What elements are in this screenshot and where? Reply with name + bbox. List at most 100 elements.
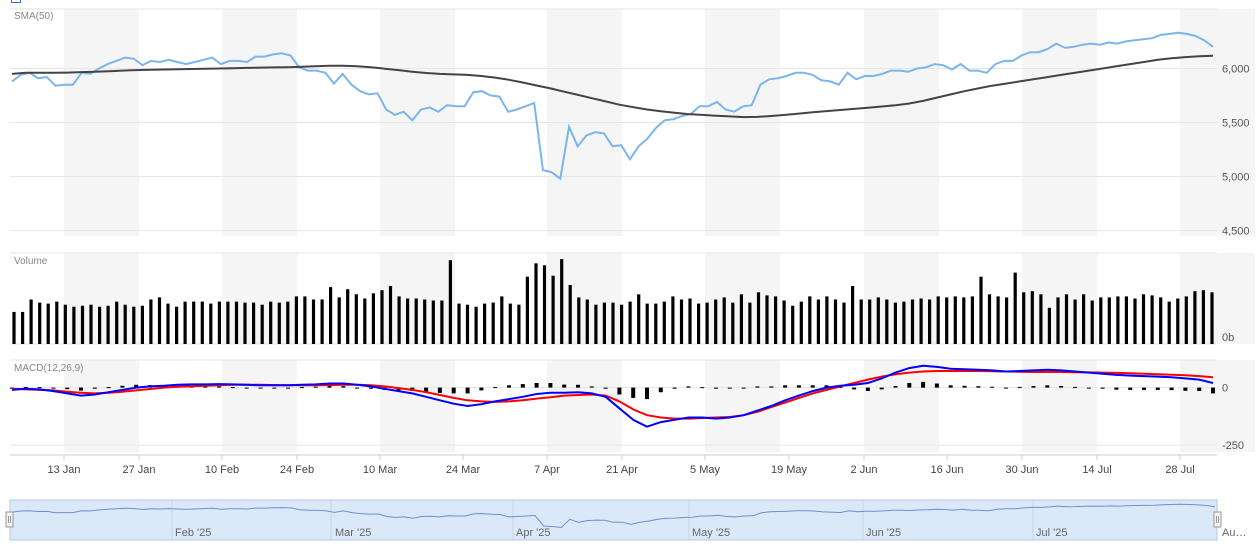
volume-bar[interactable] <box>928 299 932 345</box>
volume-bar[interactable] <box>885 299 889 345</box>
volume-bar[interactable] <box>406 298 410 345</box>
volume-bar[interactable] <box>388 286 393 344</box>
volume-bar[interactable] <box>1107 297 1111 344</box>
volume-bar[interactable] <box>945 297 949 344</box>
macd-hist-bar[interactable] <box>479 387 484 391</box>
volume-bar[interactable] <box>252 302 256 344</box>
volume-bar[interactable] <box>842 302 846 344</box>
macd-hist-bar[interactable] <box>120 385 125 388</box>
volume-bar[interactable] <box>1167 301 1171 344</box>
volume-bar[interactable] <box>243 302 247 344</box>
macd-hist-bar[interactable] <box>451 387 456 394</box>
volume-bar[interactable] <box>440 300 444 345</box>
macd-hist-bar[interactable] <box>576 384 580 388</box>
volume-bar[interactable] <box>269 301 273 344</box>
volume-bar[interactable] <box>320 299 324 345</box>
volume-bar[interactable] <box>748 302 752 344</box>
macd-hist-bar[interactable] <box>507 385 511 388</box>
macd-hist-bar[interactable] <box>714 387 718 389</box>
volume-bar[interactable] <box>560 259 564 344</box>
macd-hist-bar[interactable] <box>1059 386 1064 388</box>
volume-bar[interactable] <box>585 299 589 345</box>
macd-hist-bar[interactable] <box>437 387 442 393</box>
macd-hist-bar[interactable] <box>368 387 373 389</box>
volume-bar[interactable] <box>868 299 872 345</box>
macd-hist-bar[interactable] <box>1073 386 1077 388</box>
volume-bar[interactable] <box>534 263 538 344</box>
macd-hist-bar[interactable] <box>645 387 649 400</box>
macd-hist-bar[interactable] <box>203 386 208 388</box>
volume-bar[interactable] <box>474 306 478 344</box>
volume-bar[interactable] <box>192 301 196 344</box>
macd-hist-bar[interactable] <box>934 383 939 388</box>
macd-hist-bar[interactable] <box>686 386 691 388</box>
volume-bar[interactable] <box>662 301 666 344</box>
volume-bar[interactable] <box>594 304 598 344</box>
volume-bar[interactable] <box>765 295 769 344</box>
volume-bar[interactable] <box>286 301 290 344</box>
macd-hist-bar[interactable] <box>948 385 953 388</box>
volume-bar[interactable] <box>1073 299 1077 345</box>
volume-bar[interactable] <box>80 305 85 344</box>
volume-bar[interactable] <box>260 304 264 344</box>
volume-bar[interactable] <box>38 302 42 344</box>
volume-bar[interactable] <box>628 301 632 344</box>
volume-bar[interactable] <box>140 305 144 344</box>
volume-bar[interactable] <box>63 304 67 344</box>
volume-bar[interactable] <box>568 285 572 344</box>
volume-bar[interactable] <box>354 294 358 344</box>
macd-hist-bar[interactable] <box>465 387 470 394</box>
macd-hist-bar[interactable] <box>1100 387 1105 389</box>
volume-bar[interactable] <box>329 287 333 344</box>
volume-bar[interactable] <box>1184 296 1188 344</box>
volume-bar[interactable] <box>731 302 735 344</box>
volume-bar[interactable] <box>346 289 350 344</box>
volume-bar[interactable] <box>157 297 162 344</box>
volume-bar[interactable] <box>508 303 512 344</box>
volume-bar[interactable] <box>611 302 615 344</box>
macd-hist-bar[interactable] <box>1086 387 1091 389</box>
macd-hist-bar[interactable] <box>106 387 111 389</box>
macd-hist-bar[interactable] <box>1197 387 1202 391</box>
macd-hist-bar[interactable] <box>741 387 746 389</box>
volume-bar[interactable] <box>149 299 153 345</box>
volume-bar[interactable] <box>1193 291 1197 344</box>
volume-bar[interactable] <box>380 290 384 344</box>
macd-hist-bar[interactable] <box>700 387 705 389</box>
volume-bar[interactable] <box>166 303 170 344</box>
navigator-handle-right[interactable] <box>1213 511 1222 528</box>
macd-hist-bar[interactable] <box>810 385 815 388</box>
macd-hist-bar[interactable] <box>10 387 14 389</box>
macd-hist-bar[interactable] <box>92 387 97 389</box>
volume-bar[interactable] <box>371 293 375 344</box>
macd-hist-bar[interactable] <box>299 387 304 389</box>
volume-bar[interactable] <box>542 265 547 344</box>
volume-bar[interactable] <box>200 301 204 344</box>
price-series-line[interactable] <box>11 31 1214 181</box>
volume-bar[interactable] <box>996 296 1000 344</box>
macd-hist-bar[interactable] <box>976 386 981 388</box>
macd-hist-bar[interactable] <box>520 384 525 388</box>
macd-hist-bar[interactable] <box>755 386 760 388</box>
macd-hist-bar[interactable] <box>617 387 622 395</box>
navigator-handle-left[interactable] <box>5 511 14 528</box>
macd-hist-bar[interactable] <box>824 385 829 388</box>
volume-bar[interactable] <box>739 294 743 344</box>
volume-bar[interactable] <box>363 298 367 345</box>
volume-bar[interactable] <box>431 300 435 345</box>
volume-bar[interactable] <box>209 303 213 344</box>
macd-hist-bar[interactable] <box>672 387 677 389</box>
volume-bar[interactable] <box>808 296 812 344</box>
macd-hist-bar[interactable] <box>990 386 995 388</box>
macd-hist-bar[interactable] <box>796 385 801 388</box>
macd-hist-bar[interactable] <box>865 387 870 391</box>
volume-bar[interactable] <box>697 303 701 344</box>
macd-hist-bar[interactable] <box>962 385 967 388</box>
volume-bar[interactable] <box>551 275 555 344</box>
volume-bar[interactable] <box>645 303 649 344</box>
volume-bar[interactable] <box>602 302 606 344</box>
volume-bar[interactable] <box>833 299 838 345</box>
volume-bar[interactable] <box>1176 298 1180 345</box>
volume-bar[interactable] <box>55 301 59 344</box>
volume-bar[interactable] <box>936 296 940 344</box>
